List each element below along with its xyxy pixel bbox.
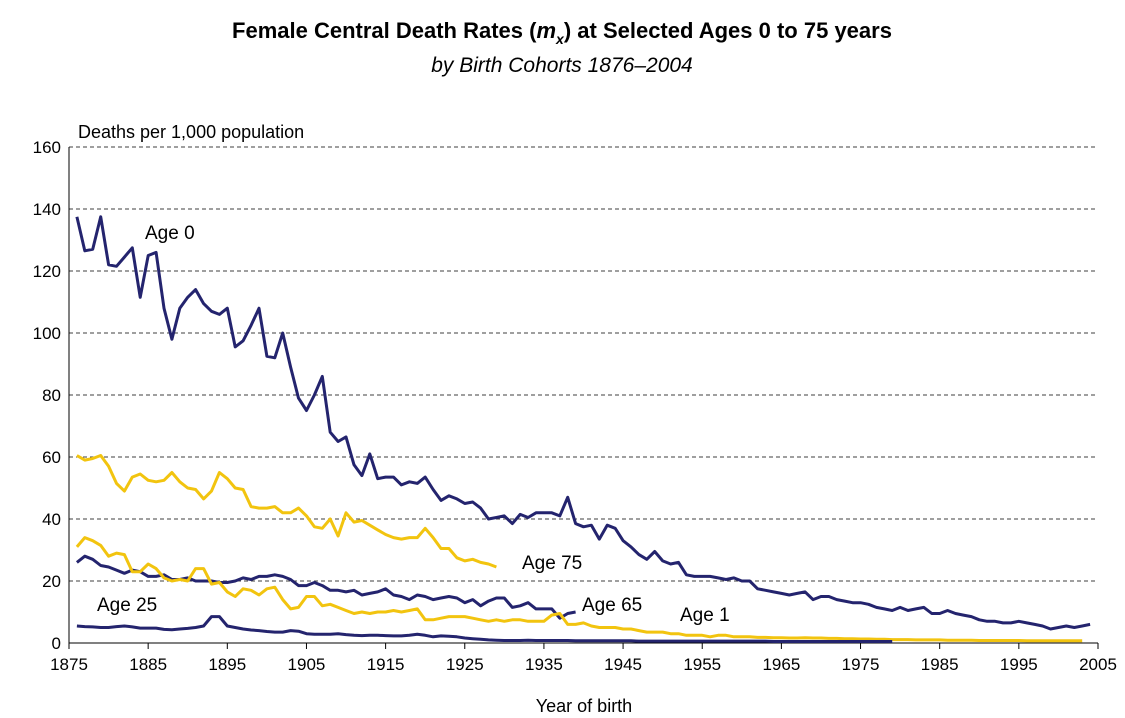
x-tick-label: 1935 <box>525 655 563 674</box>
y-tick-label: 120 <box>33 262 61 281</box>
x-tick-label: 1945 <box>604 655 642 674</box>
x-tick-label: 1875 <box>50 655 88 674</box>
y-tick-label: 100 <box>33 324 61 343</box>
series-line <box>76 615 893 643</box>
x-tick-label: 1995 <box>1000 655 1038 674</box>
x-tick-label: 1955 <box>683 655 721 674</box>
x-tick-label: 1885 <box>129 655 167 674</box>
y-tick-label: 60 <box>42 448 61 467</box>
series-line <box>76 454 497 569</box>
y-tick-label: 20 <box>42 572 61 591</box>
x-tick-label: 1895 <box>208 655 246 674</box>
y-tick-label: 40 <box>42 510 61 529</box>
series-label: Age 65 <box>582 595 642 616</box>
series-label: Age 1 <box>680 605 730 626</box>
series-label: Age 75 <box>522 553 582 574</box>
title-part: m <box>536 18 556 43</box>
series-line <box>75 215 1091 631</box>
chart-subtitle: by Birth Cohorts 1876–2004 <box>431 54 693 77</box>
x-tick-label: 1975 <box>842 655 880 674</box>
x-tick-label: 1925 <box>446 655 484 674</box>
x-tick-label: 1915 <box>367 655 405 674</box>
series-label: Age 25 <box>97 595 157 616</box>
series-label: Age 0 <box>145 223 195 244</box>
x-tick-label: 1985 <box>921 655 959 674</box>
series-line <box>75 536 1083 643</box>
title-part: Female Central Death Rates ( <box>232 18 537 43</box>
y-tick-label: 140 <box>33 200 61 219</box>
y-tick-label: 160 <box>33 138 61 157</box>
title-part: x <box>555 31 565 47</box>
chart-title: Female Central Death Rates (mx) at Selec… <box>232 18 892 47</box>
y-tick-label: 0 <box>52 634 61 653</box>
series-line <box>75 554 576 620</box>
y-axis-label: Deaths per 1,000 population <box>78 122 304 142</box>
x-tick-label: 2005 <box>1079 655 1117 674</box>
y-tick-label: 80 <box>42 386 61 405</box>
x-axis-label: Year of birth <box>536 696 632 716</box>
x-tick-label: 1965 <box>762 655 800 674</box>
x-tick-label: 1905 <box>288 655 326 674</box>
title-part: ) at Selected Ages 0 to 75 years <box>564 18 892 43</box>
